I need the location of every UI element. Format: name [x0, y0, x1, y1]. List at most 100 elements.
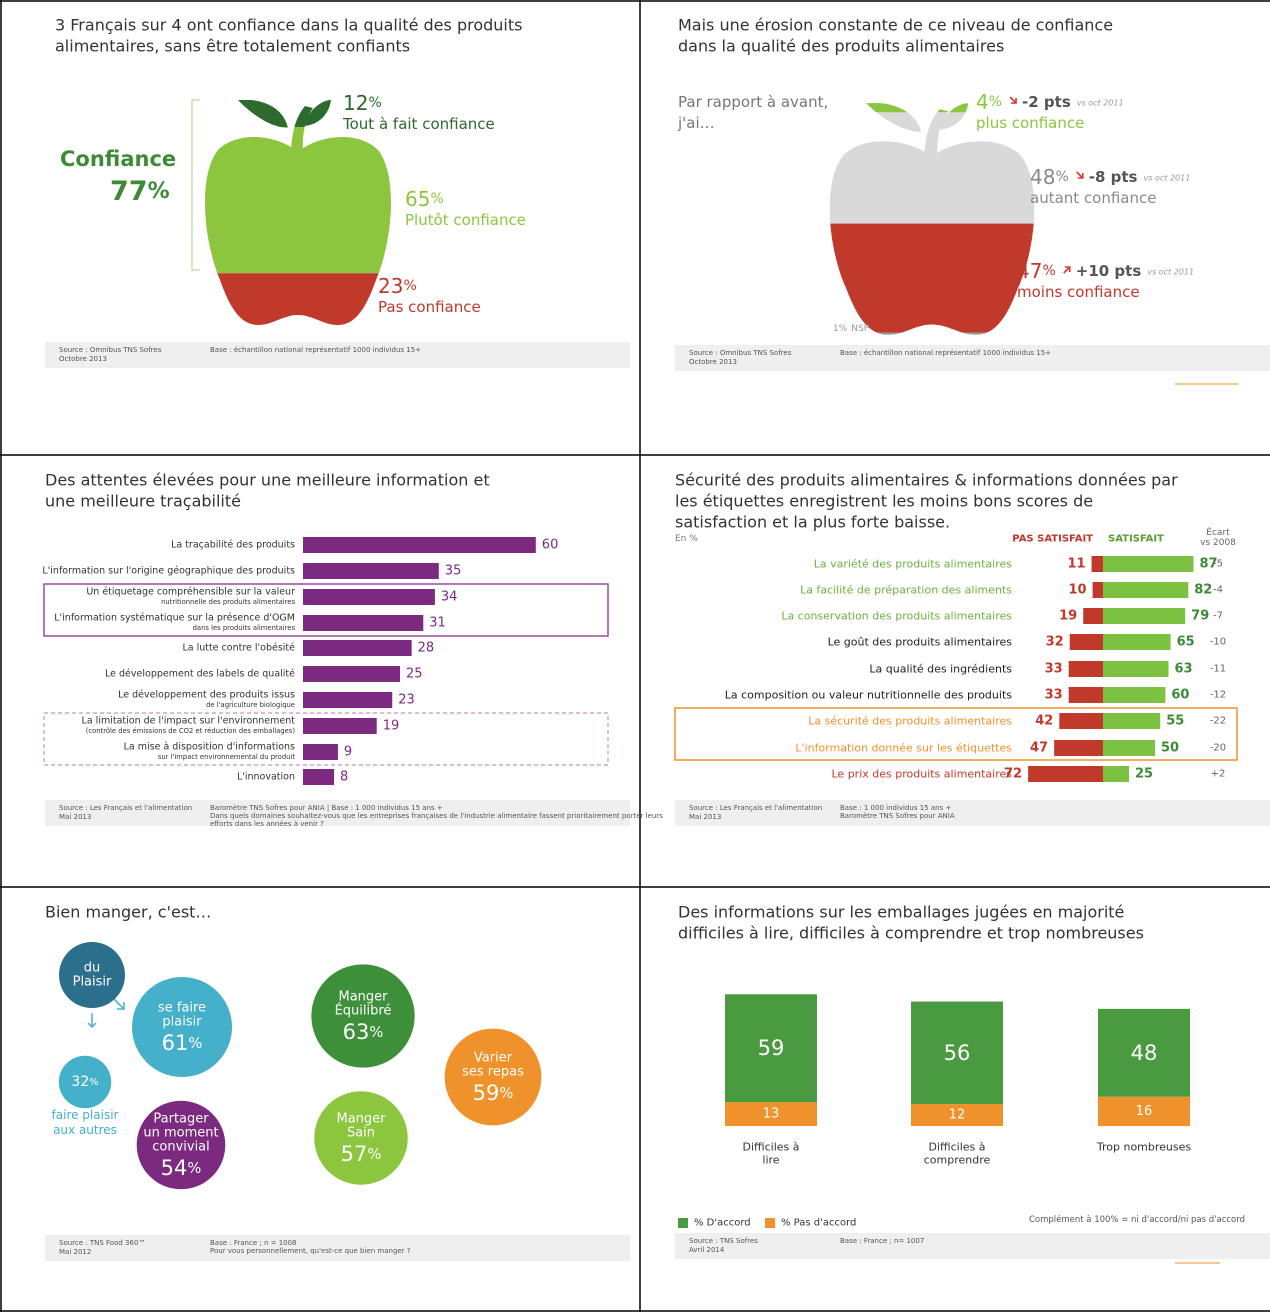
- panel-title: satisfaction et la plus forte baisse.: [675, 513, 950, 532]
- change-label: -7: [1213, 611, 1223, 622]
- category-label: Difficiles à: [928, 1141, 985, 1154]
- source-text: Source : Les Français et l'alimentation: [59, 804, 192, 812]
- unit: %: [1042, 263, 1055, 279]
- category-label: autant confiance: [1030, 189, 1156, 207]
- legend-label: % D'accord: [694, 1218, 751, 1229]
- bracket: [192, 100, 200, 270]
- bubble-label: ses repas: [462, 1065, 524, 1080]
- category-label: Trop nombreuses: [1096, 1141, 1192, 1154]
- value-label: 32: [1046, 635, 1064, 650]
- category-label: La lutte contre l'obésité: [182, 643, 295, 654]
- value: 63: [343, 1020, 370, 1044]
- value-label: 8: [340, 770, 348, 785]
- source-text: Mai 2013: [689, 813, 721, 821]
- value-label: 47%: [1017, 259, 1056, 283]
- value-label: 12%: [343, 91, 382, 115]
- change-label: -12: [1210, 690, 1226, 701]
- value: 48: [1030, 165, 1055, 189]
- category-label: La composition ou valeur nutritionnelle …: [725, 689, 1013, 702]
- bar: [303, 744, 338, 760]
- unit: %: [403, 278, 416, 294]
- bar-positive: [1103, 713, 1160, 729]
- category-label: La facilité de préparation des aliments: [800, 584, 1012, 597]
- intro-text: Par rapport à avant,: [678, 93, 828, 111]
- value-label: 4%: [976, 90, 1002, 114]
- base-text: Pour vous personnellement, qu'est-ce que…: [210, 1247, 411, 1255]
- change-label: -20: [1210, 743, 1226, 754]
- nsp-label: 1%NSP: [833, 324, 870, 334]
- value-label: 50: [1161, 741, 1179, 756]
- value-label: 31: [429, 616, 446, 631]
- category-label: La limitation de l'impact sur l'environn…: [82, 716, 296, 727]
- bar-negative: [1059, 713, 1103, 729]
- bar-positive: [1103, 661, 1169, 677]
- bubble-label: Équilibré: [335, 1003, 392, 1019]
- infographic: 3 Français sur 4 ont confiance dans la q…: [0, 0, 1270, 1312]
- category-label: L'information donnée sur les étiquettes: [795, 742, 1012, 755]
- unit: %: [989, 94, 1002, 110]
- panel-title: Des attentes élevées pour une meilleure …: [45, 471, 490, 490]
- bar: [303, 537, 536, 553]
- bar: [303, 589, 435, 605]
- category-label: La variété des produits alimentaires: [814, 558, 1013, 571]
- category-label: La sécurité des produits alimentaires: [808, 715, 1012, 728]
- change-header: Écart: [1206, 526, 1230, 538]
- value-label: 11: [1067, 557, 1085, 572]
- bar-negative: [1028, 766, 1103, 782]
- value: 12: [343, 91, 368, 115]
- category-label: Le développement des produits issus: [118, 690, 295, 701]
- bar-negative: [1070, 634, 1103, 650]
- value-label: 63: [1175, 662, 1193, 677]
- panel: 3 Français sur 4 ont confiance dans la q…: [45, 16, 630, 369]
- bubble-value: 63%: [343, 1020, 384, 1044]
- category-label: sur l'impact environnemental du produit: [158, 753, 296, 761]
- source-text: Octobre 2013: [59, 355, 107, 363]
- value-label: 12: [949, 1108, 966, 1123]
- change-note: vs oct 2011: [1147, 268, 1194, 277]
- series-header: PAS SATISFAIT: [1012, 534, 1093, 545]
- note: Complément à 100% = ni d'accord/ni pas d…: [1029, 1214, 1245, 1225]
- value-label: 9: [344, 745, 352, 760]
- panel-title: difficiles à lire, difficiles à comprend…: [678, 924, 1144, 943]
- panel-title: dans la qualité des produits alimentaire…: [678, 37, 1004, 56]
- bar-positive: [1103, 582, 1188, 598]
- unit: %: [499, 1085, 513, 1102]
- bar-negative: [1083, 608, 1103, 624]
- change-note: vs oct 2011: [1144, 174, 1191, 183]
- bar-negative: [1092, 556, 1103, 572]
- bar-positive: [1103, 740, 1155, 756]
- unit: %: [430, 191, 443, 207]
- category-label: Le développement des labels de qualité: [105, 669, 295, 680]
- value: 61: [162, 1031, 189, 1055]
- category-label: comprendre: [924, 1154, 991, 1167]
- value-label: 59: [758, 1036, 785, 1060]
- base-text: Baromètre TNS Sofres pour ANIA | Base : …: [210, 804, 443, 812]
- bubble-label: plaisir: [162, 1015, 202, 1030]
- change-label: +2: [1211, 769, 1226, 780]
- base-text: efforts dans les années à venir ?: [210, 820, 324, 828]
- unit-label: En %: [675, 534, 698, 544]
- category-label: (contrôle des émissions de CO2 et réduct…: [86, 727, 296, 735]
- bubble-label: Varier: [474, 1051, 513, 1066]
- bubble-value: 57%: [341, 1142, 382, 1166]
- bar: [303, 563, 439, 579]
- bracket-label: Confiance: [60, 147, 176, 171]
- panel-title: Mais une érosion constante de ce niveau …: [678, 16, 1113, 35]
- bubble-label: du: [84, 961, 101, 976]
- unit: %: [367, 1146, 381, 1163]
- panel-title: les étiquettes enregistrent les moins bo…: [675, 492, 1093, 511]
- legend-swatch: [765, 1218, 775, 1228]
- category-label: Difficiles à: [742, 1141, 799, 1154]
- bubble-label: convivial: [152, 1140, 210, 1155]
- value-label: 23%: [378, 274, 417, 298]
- bar: [303, 692, 392, 708]
- bar-positive: [1103, 766, 1129, 782]
- value-label: 35: [445, 564, 462, 579]
- panel-title: 3 Français sur 4 ont confiance dans la q…: [55, 16, 522, 35]
- source-text: Source : TNS Sofres: [689, 1237, 758, 1245]
- value-label: 34: [441, 590, 458, 605]
- change-arrow: [1064, 267, 1070, 273]
- bubble-label: Partager: [153, 1112, 209, 1127]
- value-label: 23: [398, 693, 415, 708]
- value-label: 19: [1059, 609, 1077, 624]
